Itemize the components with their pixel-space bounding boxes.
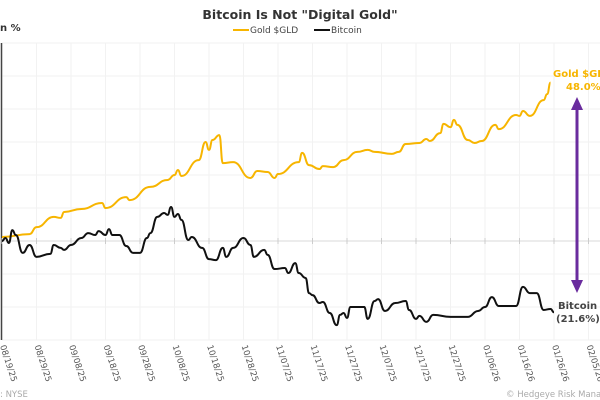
x-tick-label: 01/16/26 — [515, 344, 536, 383]
x-tick-label: 11/27/25 — [342, 344, 363, 383]
x-tick-label: 12/07/25 — [377, 344, 398, 383]
bitcoin-series-line — [1, 206, 555, 327]
bitcoin-end-value: (21.6%) — [556, 314, 600, 325]
x-tick-label: 01/06/26 — [480, 344, 501, 383]
x-tick-label: 11/17/25 — [308, 344, 329, 383]
chart-title: Bitcoin Is Not "Digital Gold" — [202, 7, 397, 22]
x-tick-label: 10/08/25 — [170, 344, 191, 383]
grid — [1, 42, 600, 341]
x-tick-label: 12/17/25 — [411, 344, 432, 383]
x-tick-label: 08/19/25 — [0, 344, 18, 383]
series-lines — [1, 81, 555, 327]
gold-end-value: 48.0% — [566, 82, 600, 93]
x-tick-label: 11/07/25 — [273, 344, 294, 383]
y-axis-label: n % — [0, 23, 21, 34]
legend-label-gold: Gold $GLD — [250, 26, 298, 36]
bitcoin-end-label: Bitcoin — [558, 301, 597, 312]
copyright-note: © Hedgeye Risk Manag — [506, 390, 600, 400]
legend-label-bitcoin: Bitcoin — [331, 26, 362, 36]
x-tick-label: 12/27/25 — [446, 344, 467, 383]
x-axis-ticks: 08/19/25 08/29/25 09/08/25 09/18/25 09/28/25… — [0, 238, 600, 383]
x-tick-label: 09/28/25 — [135, 344, 156, 383]
x-tick-label: 01/26/26 — [549, 344, 570, 383]
x-tick-label: 10/28/25 — [239, 344, 260, 383]
gold-end-label: Gold $GLD — [553, 69, 600, 80]
x-tick-label: 08/29/25 — [32, 344, 53, 383]
spread-arrow — [571, 97, 583, 293]
arrow-down-head-icon — [571, 280, 583, 293]
x-tick-label: 02/05/26 — [584, 344, 600, 383]
legend: Gold $GLD Bitcoin — [233, 26, 362, 36]
source-note: : NYSE — [0, 390, 28, 400]
x-tick-label: 09/08/25 — [66, 344, 87, 383]
x-tick-label: 09/18/25 — [101, 344, 122, 383]
gold-series-line — [1, 81, 552, 239]
arrow-up-head-icon — [571, 97, 583, 110]
x-tick-label: 10/18/25 — [204, 344, 225, 383]
